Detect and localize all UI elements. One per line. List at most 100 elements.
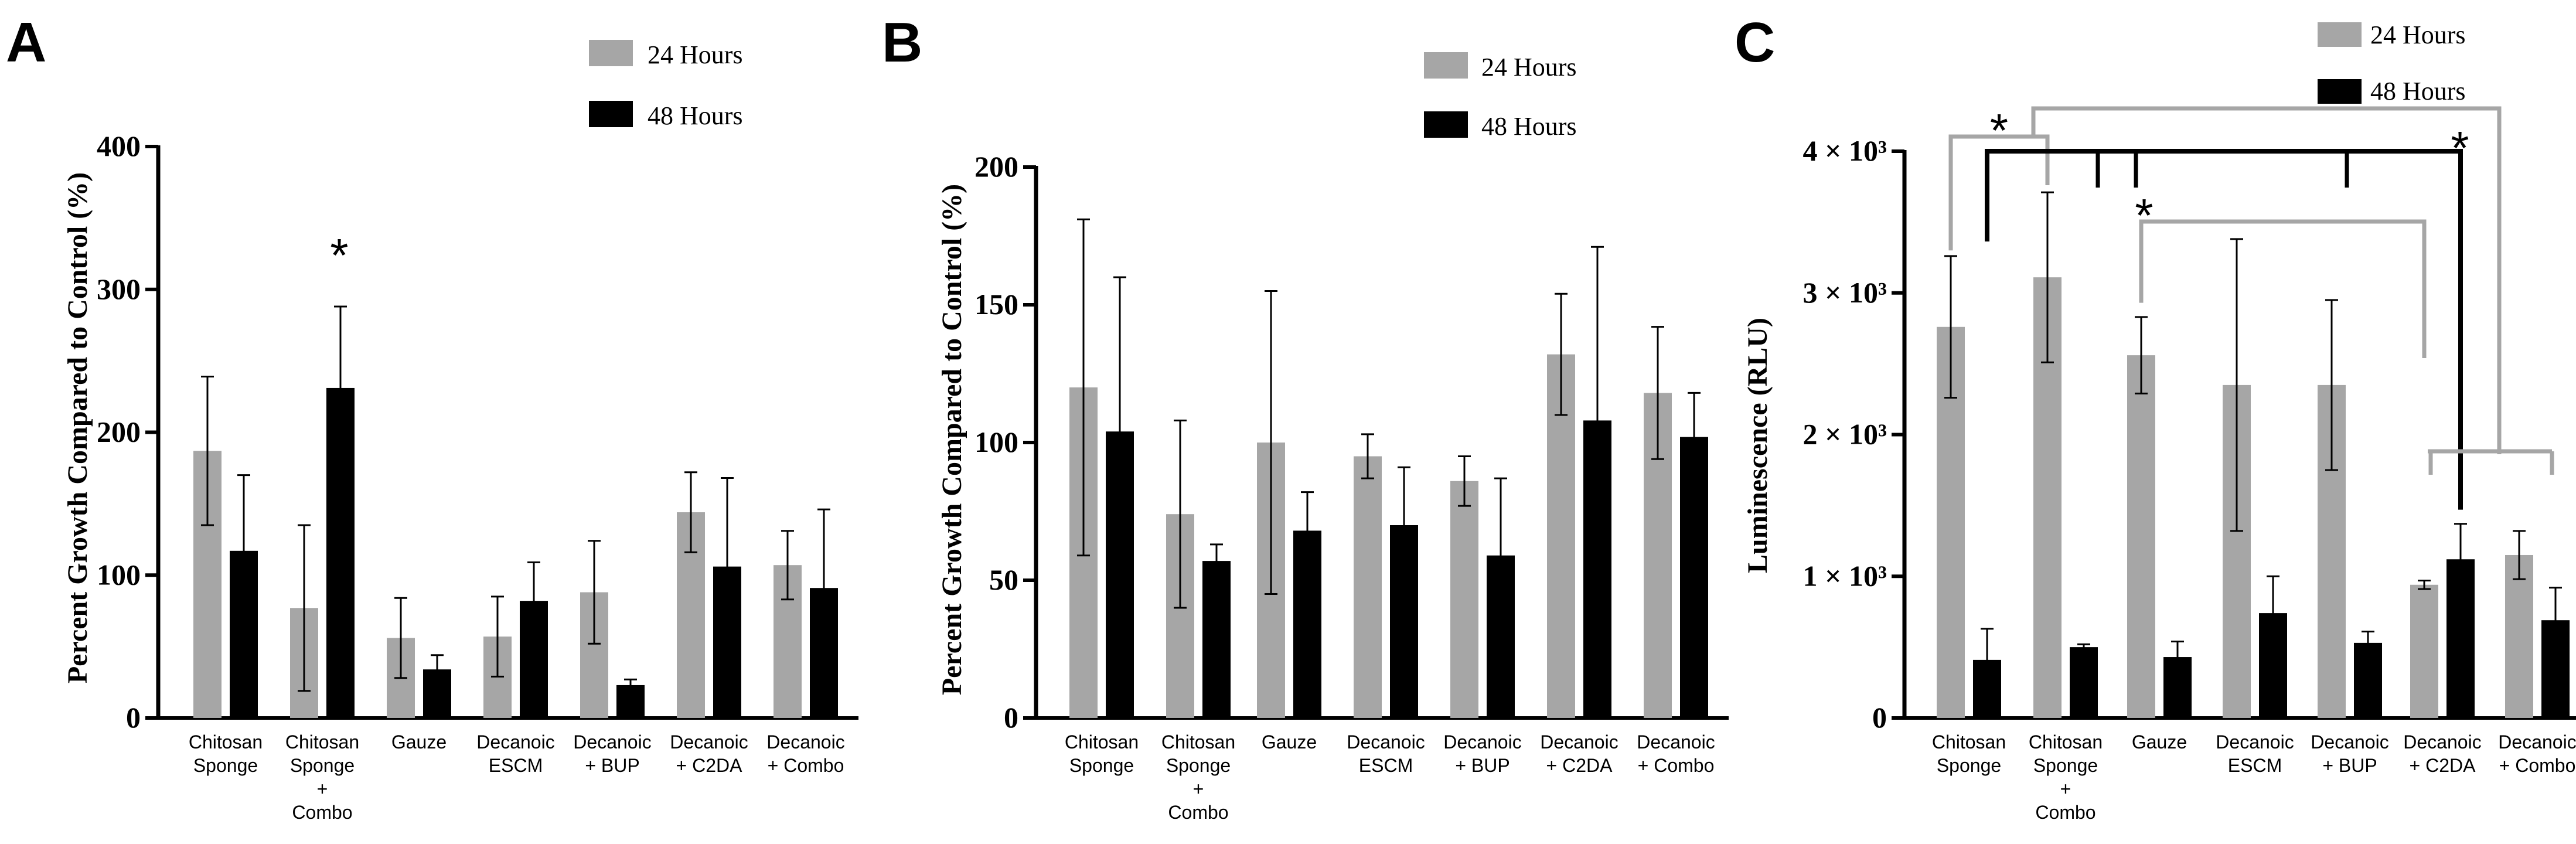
bar-24h-c <box>2505 554 2533 718</box>
significance-star-c: * <box>1990 104 2008 156</box>
x-tick-label-b: + BUP <box>1455 755 1510 776</box>
legend-label-48h-a: 48 Hours <box>648 101 743 130</box>
x-tick-label-c: Chitosan <box>2029 731 2103 753</box>
significance-bracket-c <box>1948 134 2050 251</box>
x-tick-label-c: Decanoic <box>2498 731 2576 753</box>
y-axis-title-c: Luminescence (RLU) <box>1742 318 1773 573</box>
x-tick-label-b: Chitosan <box>1065 731 1139 753</box>
y-axis-title-a: Percent Growth Compared to Control (%) <box>62 172 93 683</box>
panel-b: B 24 Hours 48 Hours Percent Growth Compa… <box>882 11 1729 823</box>
x-tick-label-a: Combo <box>292 802 352 823</box>
x-tick-label-b: + <box>1193 778 1204 799</box>
y-tick-label-c: 2 × 10³ <box>1803 418 1887 451</box>
x-tick-label-a: Chitosan <box>189 731 263 753</box>
x-tick-label-c: + BUP <box>2322 755 2377 776</box>
x-tick-label-c: Sponge <box>1937 755 2001 776</box>
x-tick-label-a: + C2DA <box>676 755 743 776</box>
significance-bracket-c <box>2139 219 2427 358</box>
x-tick-label-c: ESCM <box>2228 755 2282 776</box>
bar-24h-b <box>1450 481 1478 718</box>
bar-24h-c <box>2127 355 2155 718</box>
x-tick-label-c: Decanoic <box>2311 731 2388 753</box>
x-tick-label-a: Decanoic <box>476 731 554 753</box>
legend-swatch-24h-a <box>589 40 633 66</box>
x-tick-label-b: Sponge <box>1166 755 1231 776</box>
y-tick-label-a: 0 <box>126 701 141 734</box>
x-tick-label-a: Decanoic <box>766 731 844 753</box>
significance-star-c: * <box>2451 122 2469 174</box>
legend-label-48h-b: 48 Hours <box>1481 112 1577 141</box>
plot-area-a: 0100200300400ChitosanSpongeChitosanSpong… <box>97 130 858 823</box>
x-tick-label-b: Decanoic <box>1637 731 1715 753</box>
x-tick-label-c: + Combo <box>2499 755 2576 776</box>
x-tick-label-b: + Combo <box>1638 755 1715 776</box>
panel-c: C 24 Hours 48 Hours Luminescence (RLU) 0… <box>1735 11 2576 823</box>
panel-letter-b: B <box>882 11 922 74</box>
x-tick-label-a: Gauze <box>391 731 447 753</box>
y-tick-label-b: 150 <box>974 288 1018 321</box>
x-tick-label-a: + BUP <box>585 755 639 776</box>
bar-24h-b <box>1354 456 1382 718</box>
y-tick-label-a: 200 <box>97 416 141 448</box>
x-tick-label-b: Gauze <box>1262 731 1317 753</box>
legend-swatch-48h-b <box>1424 111 1468 138</box>
y-tick-label-c: 0 <box>1872 701 1887 734</box>
x-tick-label-c: Decanoic <box>2403 731 2481 753</box>
bar-48h-c <box>2354 642 2382 718</box>
x-tick-label-b: Chitosan <box>1161 731 1235 753</box>
y-tick-label-b: 100 <box>974 426 1018 458</box>
x-tick-label-b: Decanoic <box>1540 731 1618 753</box>
panel-letter-a: A <box>6 11 46 74</box>
y-tick-label-b: 200 <box>974 150 1018 183</box>
legend-swatch-24h-c <box>2318 22 2362 47</box>
bar-48h-c <box>2070 647 2098 718</box>
y-tick-label-c: 4 × 10³ <box>1803 134 1887 167</box>
x-tick-label-b: Sponge <box>1069 755 1134 776</box>
bar-24h-c <box>2410 584 2438 718</box>
bar-48h-b <box>1680 437 1708 718</box>
legend-label-24h-a: 24 Hours <box>648 40 743 69</box>
y-tick-label-c: 3 × 10³ <box>1803 276 1887 309</box>
x-tick-label-a: + Combo <box>768 755 844 776</box>
x-tick-label-c: Sponge <box>2033 755 2098 776</box>
x-tick-label-a: Decanoic <box>573 731 651 753</box>
x-tick-label-a: ESCM <box>489 755 543 776</box>
x-tick-label-b: Combo <box>1168 802 1228 823</box>
bar-48h-b <box>1202 561 1231 718</box>
x-tick-label-b: Decanoic <box>1347 731 1425 753</box>
legend-label-48h-c: 48 Hours <box>2370 77 2466 106</box>
legend-swatch-24h-b <box>1424 52 1468 79</box>
x-tick-label-b: Decanoic <box>1443 731 1521 753</box>
y-tick-label-a: 400 <box>97 130 141 162</box>
x-tick-label-c: Chitosan <box>1932 731 2006 753</box>
significance-bracket-c <box>2031 106 2502 454</box>
legend-label-24h-b: 24 Hours <box>1481 53 1577 81</box>
y-tick-label-a: 100 <box>97 558 141 591</box>
legend-swatch-48h-c <box>2318 79 2362 104</box>
y-tick-label-a: 300 <box>97 273 141 305</box>
x-tick-label-a: Decanoic <box>670 731 748 753</box>
x-tick-label-c: Gauze <box>2132 731 2187 753</box>
y-axis-title-b: Percent Growth Compared to Control (%) <box>936 184 967 695</box>
x-tick-label-c: Decanoic <box>2216 731 2294 753</box>
x-tick-label-c: + <box>2060 778 2071 799</box>
y-tick-label-c: 1 × 10³ <box>1803 559 1887 592</box>
x-tick-label-a: + <box>317 778 328 799</box>
significance-bracket-c <box>1985 149 2463 510</box>
panel-letter-c: C <box>1735 11 1775 74</box>
significance-star-a: * <box>330 229 348 281</box>
x-tick-label-b: ESCM <box>1359 755 1413 776</box>
plot-area-b: 050100150200ChitosanSpongeChitosanSponge… <box>974 150 1729 823</box>
legend-label-24h-c: 24 Hours <box>2370 21 2466 49</box>
x-tick-label-a: Chitosan <box>285 731 359 753</box>
x-tick-label-c: Combo <box>2035 802 2095 823</box>
x-tick-label-c: + C2DA <box>2410 755 2476 776</box>
x-tick-label-a: Sponge <box>290 755 355 776</box>
x-tick-label-a: Sponge <box>193 755 258 776</box>
significance-star-c: * <box>2135 189 2153 241</box>
y-tick-label-b: 50 <box>989 563 1018 596</box>
x-tick-label-b: + C2DA <box>1546 755 1613 776</box>
panel-a: A 24 Hours 48 Hours Percent Growth Compa… <box>6 11 858 823</box>
